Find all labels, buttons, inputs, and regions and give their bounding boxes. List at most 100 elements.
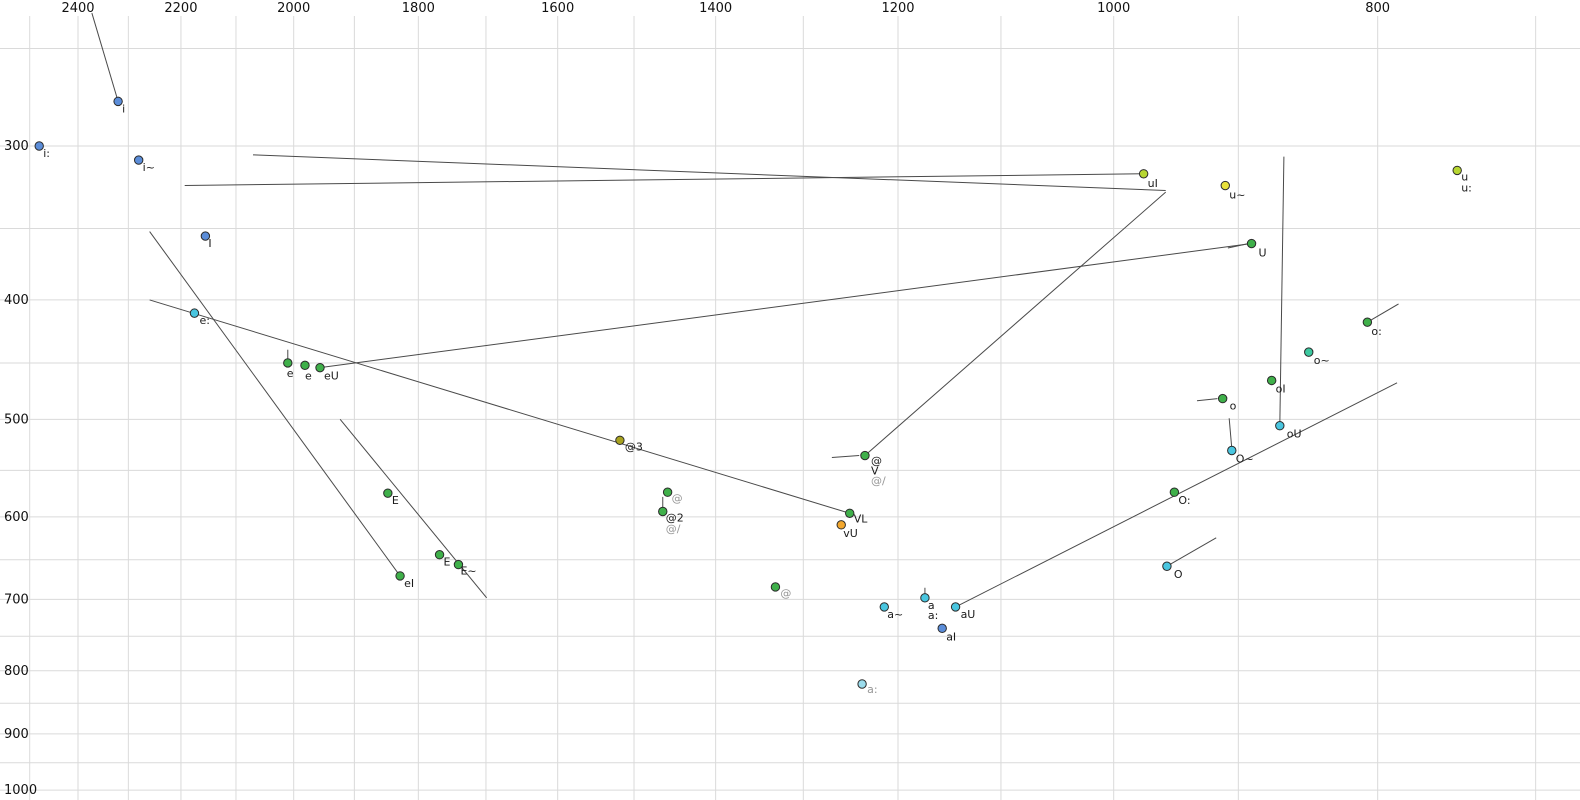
data-point-a~ <box>879 602 889 612</box>
data-point-e <box>300 360 310 371</box>
data-point-i~ <box>133 155 144 165</box>
trajectory-line <box>1367 303 1399 323</box>
data-point-o: <box>1362 317 1373 327</box>
data-point-@ <box>860 450 870 461</box>
data-point-e <box>283 358 293 368</box>
point-label-oI: oI <box>1276 382 1286 395</box>
point-label-a:: a: <box>867 683 877 696</box>
point-label-@/: @/ <box>666 522 681 535</box>
point-label-e:: e: <box>199 314 209 327</box>
data-point-@2 <box>658 506 668 517</box>
data-point-O~ <box>1227 445 1237 456</box>
point-label-@: @ <box>871 455 882 468</box>
point-label-u:: u: <box>1461 181 1472 194</box>
point-label-vU: vU <box>843 527 858 540</box>
data-point-oI <box>1266 375 1277 386</box>
point-label-aI: aI <box>946 630 956 643</box>
data-point-aU <box>950 602 961 612</box>
x-axis-tick-label: 1600 <box>541 1 574 16</box>
point-label-@: @ <box>780 587 791 600</box>
point-label-o: o <box>1230 400 1237 413</box>
trajectory-line <box>864 191 1167 456</box>
point-label-a: a <box>928 599 935 612</box>
point-label-u~: u~ <box>1229 189 1245 202</box>
trajectory-line <box>184 173 1143 187</box>
data-point-E <box>434 550 445 560</box>
x-axis-tick-label: 2200 <box>164 1 197 16</box>
point-label-eU: eU <box>324 370 339 383</box>
x-axis-tick-label: 1200 <box>881 1 914 16</box>
point-label-eI: eI <box>404 577 414 590</box>
point-label-E~: E~ <box>460 565 476 578</box>
point-label-i: i <box>122 102 125 115</box>
data-point-@ <box>662 487 673 497</box>
point-label-O:: O: <box>1178 494 1190 507</box>
trajectory-line <box>149 231 401 577</box>
data-point-@3 <box>615 435 625 446</box>
y-axis-tick-label: 700 <box>4 592 29 607</box>
point-label-O~: O~ <box>1236 452 1254 465</box>
point-label-e: e <box>305 369 312 382</box>
data-point-E <box>383 488 393 498</box>
data-point-u <box>1452 165 1462 176</box>
point-label-I: I <box>208 237 211 250</box>
data-point-O <box>1162 561 1172 571</box>
data-point-aI <box>937 623 947 634</box>
data-point-E~ <box>453 559 464 570</box>
data-point-o <box>1217 393 1228 404</box>
trajectory-line <box>1279 156 1285 426</box>
trajectory-line <box>252 154 1166 191</box>
y-axis-tick-label: 300 <box>4 139 29 154</box>
data-point-@ <box>770 582 781 592</box>
data-point-eU <box>315 362 325 373</box>
point-label-@: @ <box>672 492 683 505</box>
point-label-E: E <box>392 494 399 507</box>
point-label-i~: i~ <box>143 161 155 174</box>
data-point-O: <box>1169 487 1180 497</box>
x-axis-tick-label: 1800 <box>402 1 435 16</box>
point-label-i:: i: <box>43 147 50 160</box>
data-point-I <box>200 231 211 241</box>
y-axis-tick-label: 400 <box>4 293 29 308</box>
trajectory-line <box>1196 398 1218 402</box>
data-point-vU <box>836 520 846 530</box>
y-axis-tick-label: 800 <box>4 664 29 679</box>
trajectory-line <box>1228 418 1233 449</box>
data-point-U <box>1246 238 1257 249</box>
trajectory-line <box>831 455 860 459</box>
point-label-U: U <box>1259 247 1267 260</box>
y-axis-tick-label: 600 <box>4 510 29 525</box>
point-label-a:: a: <box>928 609 938 622</box>
trajectory-line <box>91 12 119 102</box>
point-label-@3: @3 <box>625 440 643 453</box>
y-axis-tick-label: 1000 <box>4 783 37 798</box>
trajectory-line <box>1166 537 1217 567</box>
point-label-@2: @2 <box>666 511 684 524</box>
data-point-a: <box>857 679 867 689</box>
trajectory-line <box>1227 243 1250 249</box>
x-axis-tick-label: 800 <box>1365 1 1390 16</box>
data-point-uI <box>1138 169 1149 179</box>
x-axis-tick-label: 2000 <box>277 1 310 16</box>
data-point-oU <box>1275 421 1285 431</box>
x-axis-tick-label: 1000 <box>1097 1 1130 16</box>
point-label-E: E <box>444 556 451 569</box>
data-point-i <box>113 96 123 107</box>
x-axis-tick-label: 1400 <box>699 1 732 16</box>
point-label-uI: uI <box>1148 177 1158 190</box>
point-label-e: e <box>287 367 294 380</box>
y-axis-tick-label: 500 <box>4 412 29 427</box>
point-label-V: V <box>871 465 879 478</box>
point-label-VL: VL <box>854 512 869 525</box>
point-label-a~: a~ <box>887 608 903 621</box>
y-axis-tick-label: 900 <box>4 727 29 742</box>
data-point-eI <box>395 571 405 581</box>
point-label-o:: o: <box>1371 325 1381 338</box>
point-label-u: u <box>1461 170 1468 183</box>
point-label-aU: aU <box>961 608 976 621</box>
trajectory-line <box>339 419 488 599</box>
x-axis-tick-label: 2400 <box>61 1 94 16</box>
point-label-@/: @/ <box>871 475 886 488</box>
